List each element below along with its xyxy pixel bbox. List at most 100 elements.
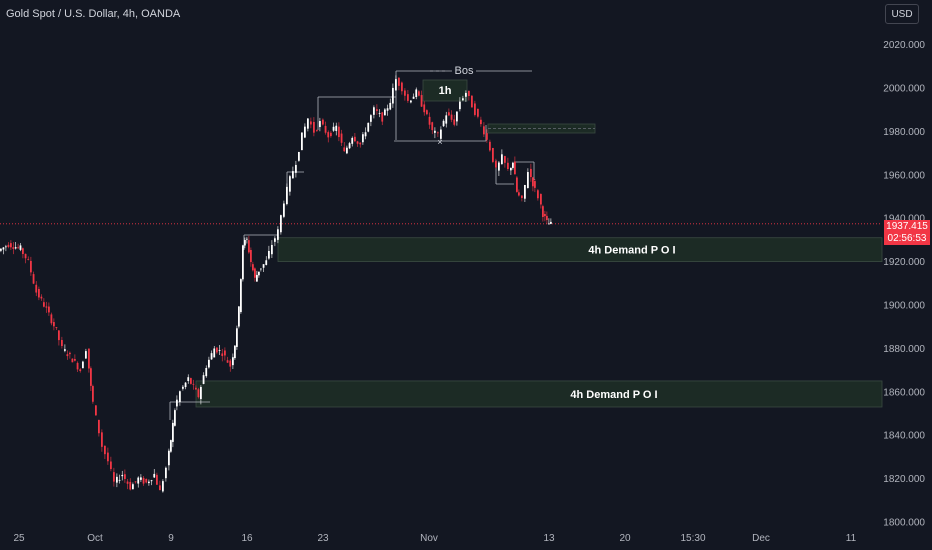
candle-body [179,391,181,402]
candle-body [27,258,30,260]
candle-body [319,121,321,128]
candle-body [483,126,485,135]
candle-body [431,122,434,131]
candle-body [340,133,343,143]
candle-body [218,350,221,351]
candle-body [256,274,258,282]
candle-body [238,306,240,327]
y-tick-label: 2020.000 [883,40,925,51]
candle-body [14,247,17,249]
candle-body [48,306,50,313]
candle-body [313,121,315,133]
candle-body [236,328,238,347]
candle-body [343,147,346,152]
candle-body [412,96,415,99]
candle-body [208,359,210,368]
candle-body [98,419,100,434]
candle-body [187,377,190,381]
candle-body [92,386,94,402]
candle-body [232,357,234,366]
candle-body [2,247,5,250]
candle-body [524,184,526,199]
candle-body [367,122,370,132]
candle-body [489,141,491,151]
candle-body [445,115,448,124]
currency-selector[interactable]: USD [885,4,919,24]
candle-body [140,477,142,480]
candle-body [265,260,268,265]
candle-body [90,368,92,386]
candle-body [277,229,279,240]
candle-body [45,306,48,308]
candle-body [262,264,265,268]
candle-body [521,195,523,198]
candle-body [197,389,200,398]
candle-body [376,109,378,111]
candle-body [351,137,354,144]
candle-body [43,302,45,307]
candle-body [210,353,213,360]
candle-body [69,352,71,355]
candle-body [7,244,10,247]
candle-body [172,422,174,442]
y-tick-label: 1860.000 [883,387,925,398]
candle-body [450,114,453,120]
y-tick-label: 1920.000 [883,257,925,268]
candle-body [88,348,90,369]
candle-body [240,279,242,313]
candle-body [298,151,300,161]
demand-zone-label: 4h Demand P O I [588,245,675,257]
candle-body [542,206,544,217]
candle-body [530,168,532,178]
candle-body [53,322,55,327]
candle-body [410,100,412,103]
candle-body [192,383,195,385]
candle-body [0,248,2,251]
candle-body [480,119,482,125]
candle-body [304,126,306,138]
candle-body [518,192,520,196]
timeframe-box [422,79,468,102]
candle-body [540,194,542,205]
candle-body [546,215,548,221]
candle-body [501,154,503,165]
candle-body [373,107,375,115]
candle-body [534,181,536,188]
x-tick-label: Oct [87,533,103,544]
candle-body [420,95,423,107]
candle-body [5,246,7,248]
x-tick-label: 23 [317,533,329,544]
candle-body [10,243,12,248]
candle-body [507,162,509,170]
candle-body [55,327,58,329]
current-price-tag: 1937.415 02:56:53 [884,220,930,245]
candle-body [150,480,153,482]
candle-body [492,147,494,162]
x-tick-label: 13 [543,533,555,544]
candle-body [221,353,224,356]
candle-body [407,94,409,101]
candle-body [74,359,76,361]
candle-body [58,330,60,341]
candle-body [471,95,473,108]
candle-body [168,450,170,466]
candle-body [159,485,161,491]
candle-body [134,481,137,483]
candle-body [370,115,372,122]
candle-body [548,223,550,225]
bos-label: Bos [455,65,474,77]
candle-body [224,350,226,356]
y-tick-label: 1840.000 [883,431,925,442]
candle-body [274,238,276,242]
candle-body [404,90,406,96]
x-tick-label: 16 [241,533,253,544]
candle-body [104,445,106,455]
x-tick-label: 20 [619,533,631,544]
candle-body [202,375,205,384]
candle-body [35,284,38,293]
candle-body [401,82,403,92]
candle-body [174,410,176,426]
candle-body [330,132,332,137]
candle-body [244,240,246,246]
